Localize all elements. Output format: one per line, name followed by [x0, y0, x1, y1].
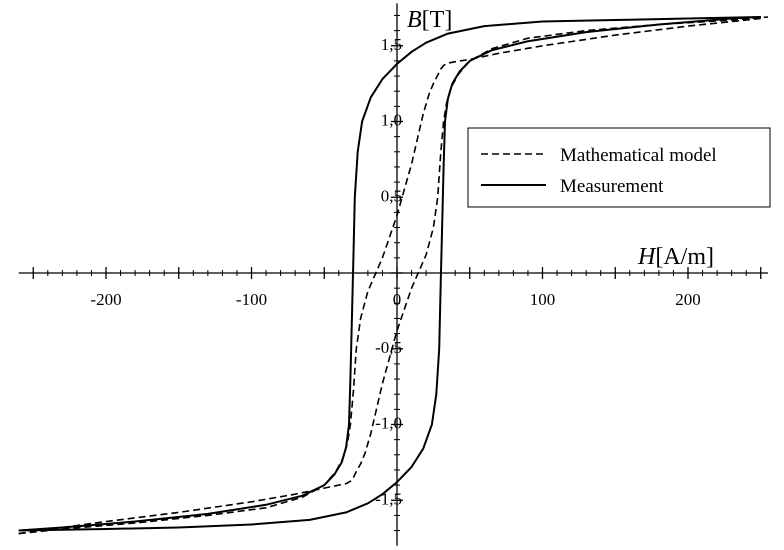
curve-layer [18, 16, 769, 535]
y-axis-unit: [T] [422, 7, 453, 33]
x-axis-title: H[A/m] [637, 244, 714, 270]
x-tick-label: 100 [530, 290, 556, 309]
model-curve-branch-1 [18, 17, 761, 535]
y-tick-label: -1,5 [375, 489, 402, 508]
measurement-curve-branch-1 [18, 16, 761, 532]
x-tick-label: 0 [393, 290, 402, 309]
tick-layer: -200 -100 0 100 200 -1,5 -1,0 -0,5 0,5 1,0 1,5 [32, 14, 762, 532]
y-axis-title: B[T] [407, 7, 452, 33]
legend: Mathematical model Measurement [467, 127, 771, 208]
legend-label-model: Mathematical model [560, 145, 717, 166]
x-axis-variable: H [637, 244, 657, 270]
y-tick-label: 1,0 [381, 111, 402, 130]
y-tick-label: -0,5 [375, 338, 402, 357]
y-tick-label: 0,5 [381, 186, 402, 205]
model-curve-branch-2 [18, 16, 769, 535]
legend-box [467, 127, 771, 208]
x-tick-label: -200 [90, 290, 121, 309]
axes-layer [18, 3, 769, 546]
y-tick-label: -1,0 [375, 414, 402, 433]
x-tick-label: 200 [675, 290, 701, 309]
x-axis-unit: [A/m] [655, 244, 714, 270]
y-tick-label: 1,5 [381, 35, 402, 54]
measurement-curve-branch-2 [18, 16, 761, 532]
legend-label-measurement: Measurement [560, 176, 664, 197]
x-tick-label: -100 [236, 290, 267, 309]
y-axis-variable: B [407, 7, 422, 33]
